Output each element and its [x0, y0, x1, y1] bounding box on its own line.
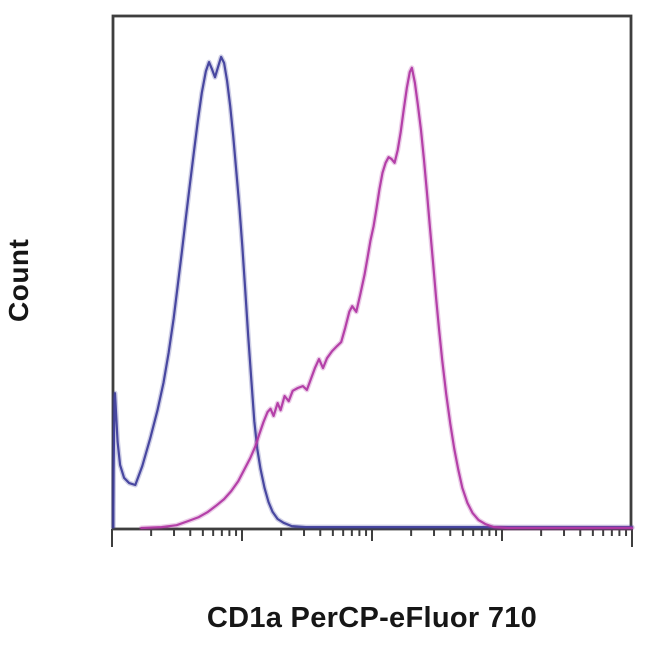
x-axis-ticks	[111, 529, 633, 547]
x-axis-label: CD1a PerCP-eFluor 710	[206, 602, 538, 634]
y-axis-label: Count	[3, 238, 34, 322]
plot-frame	[111, 14, 633, 531]
blue-histogram-curve	[112, 55, 634, 529]
magenta-histogram-halo	[138, 65, 635, 531]
blue-histogram-halo	[110, 54, 635, 530]
magenta-histogram-curve	[140, 66, 634, 530]
